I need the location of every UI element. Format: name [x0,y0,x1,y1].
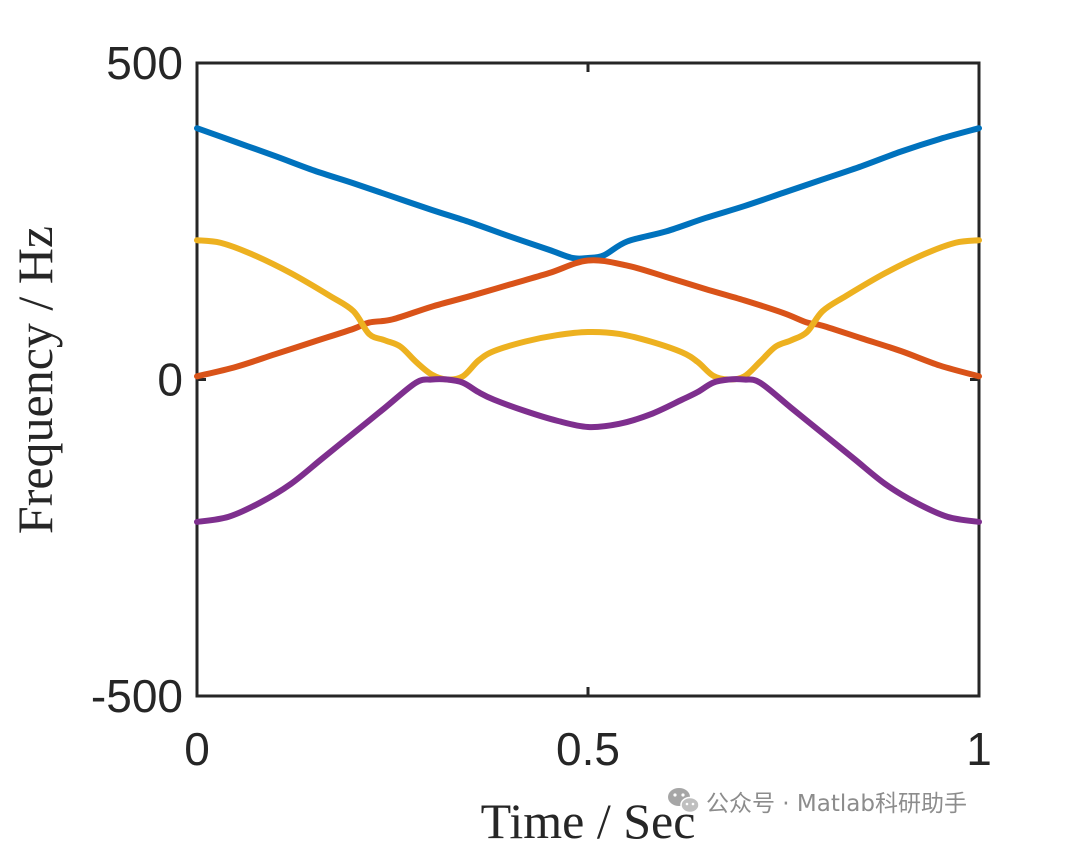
series-line-3 [194,237,982,383]
y-tick-label: -500 [91,670,183,722]
x-tick-label: 0.5 [556,723,620,775]
y-tick-label: 0 [157,354,183,406]
series-line-2 [194,257,982,380]
series-line-4 [194,376,982,525]
series-group [194,125,982,525]
x-tick-label: 1 [966,723,992,775]
x-axis-label: Time / Sec [481,793,696,846]
axis-ticks [195,61,981,698]
wechat-icon [668,788,700,814]
x-tick-label: 0 [184,723,210,775]
watermark: 公众号 · Matlab科研助手 [668,788,967,817]
y-axis-label: Frequency / Hz [7,226,63,534]
y-tick-label: 500 [106,37,183,89]
watermark-text: 公众号 · Matlab科研助手 [706,791,967,817]
